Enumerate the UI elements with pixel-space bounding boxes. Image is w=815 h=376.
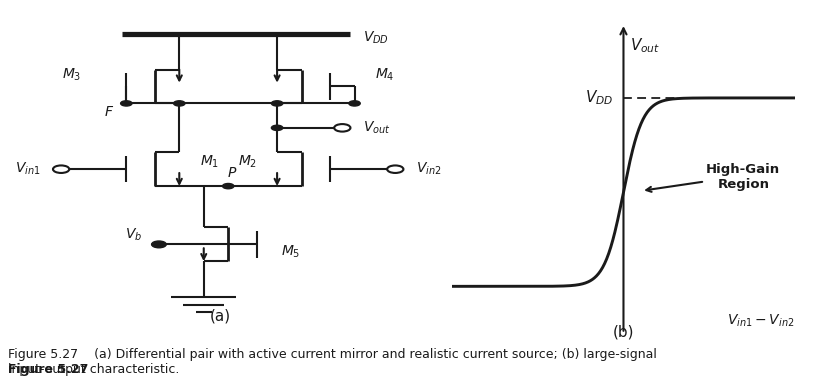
Circle shape (222, 183, 234, 189)
Circle shape (271, 125, 283, 130)
Text: $M_3$: $M_3$ (62, 67, 82, 83)
Circle shape (53, 165, 69, 173)
Text: (b): (b) (613, 324, 634, 339)
Text: $V_{DD}$: $V_{DD}$ (363, 29, 389, 46)
Text: $V_{out}$: $V_{out}$ (630, 36, 660, 55)
Text: Figure 5.27: Figure 5.27 (8, 363, 89, 376)
Circle shape (271, 101, 283, 106)
Text: Figure 5.27    (a) Differential pair with active current mirror and realistic cu: Figure 5.27 (a) Differential pair with a… (8, 348, 657, 376)
Circle shape (121, 101, 132, 106)
Text: $V_{in2}$: $V_{in2}$ (416, 161, 441, 177)
Text: High-Gain
Region: High-Gain Region (707, 163, 780, 191)
Text: $V_{in1}-V_{in2}$: $V_{in1}-V_{in2}$ (727, 312, 794, 329)
Text: (a): (a) (209, 308, 231, 323)
Circle shape (387, 165, 403, 173)
Text: $V_{DD}$: $V_{DD}$ (585, 89, 613, 107)
Circle shape (349, 101, 360, 106)
Text: $M_1$: $M_1$ (200, 153, 219, 170)
Circle shape (334, 124, 350, 132)
Text: $P$: $P$ (227, 167, 237, 180)
Text: $V_b$: $V_b$ (126, 226, 143, 243)
Circle shape (174, 101, 185, 106)
Text: $M_4$: $M_4$ (375, 67, 394, 83)
Text: $F$: $F$ (104, 105, 114, 119)
Text: $V_{in1}$: $V_{in1}$ (15, 161, 41, 177)
Text: $M_5$: $M_5$ (281, 244, 301, 260)
Text: $V_{out}$: $V_{out}$ (363, 120, 390, 136)
Text: $M_2$: $M_2$ (237, 153, 257, 170)
Circle shape (152, 241, 166, 248)
